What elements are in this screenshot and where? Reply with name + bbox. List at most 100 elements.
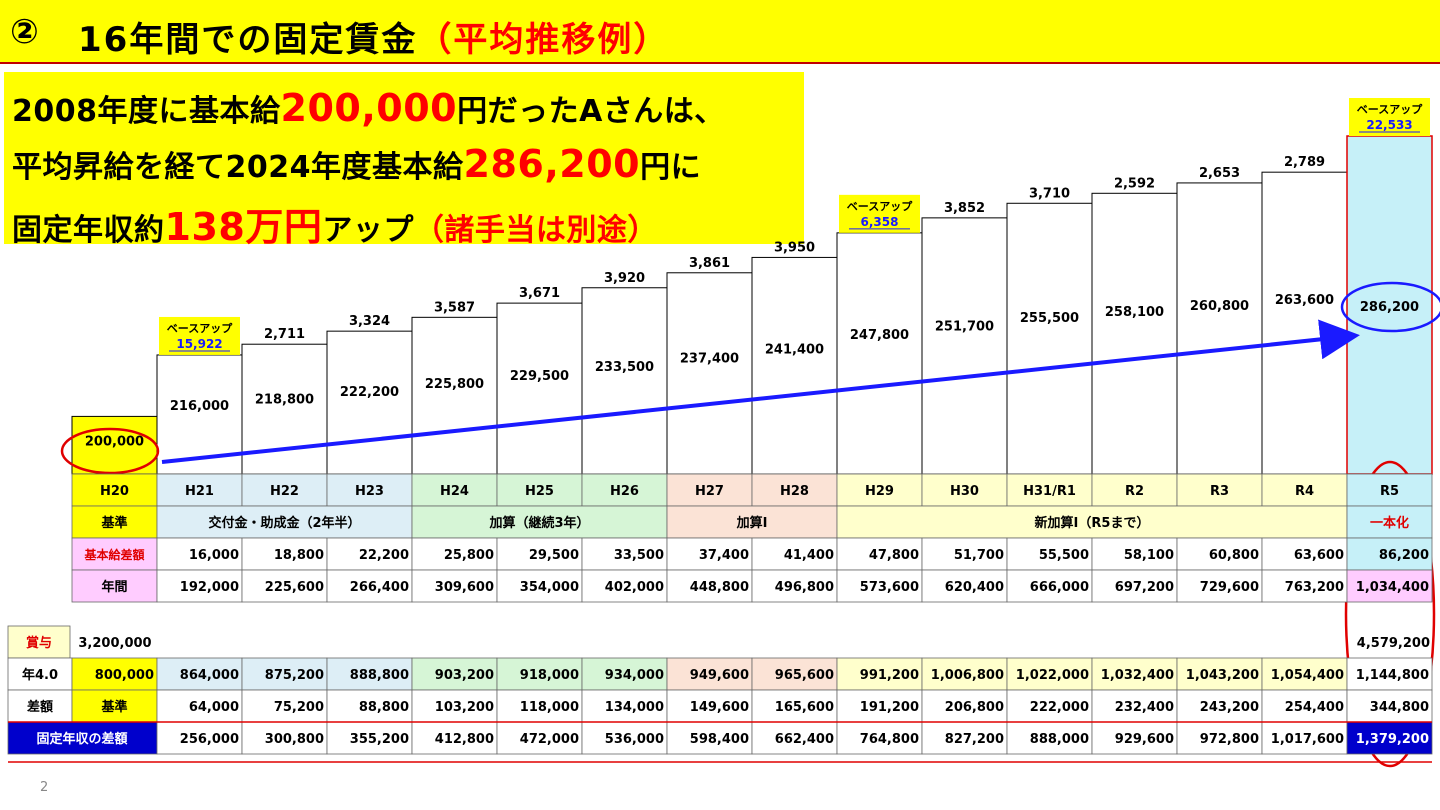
annual-value: 309,600 [435, 580, 494, 595]
year-label: R3 [1210, 484, 1229, 499]
sagaku-value: 232,400 [1115, 700, 1174, 715]
criteria-label: 交付金・助成金（2年半） [208, 515, 360, 531]
annual-cell [156, 569, 243, 603]
fixed-cell [1091, 721, 1178, 755]
sagaku-value: 191,200 [860, 700, 919, 715]
fixed-value: 972,800 [1200, 732, 1259, 747]
year-cell [751, 473, 838, 507]
annual-cell [1346, 569, 1433, 603]
increment-label: 3,861 [689, 256, 730, 271]
diff-cell [1346, 537, 1433, 571]
fixed-value: 598,400 [690, 732, 749, 747]
nen-value: 1,043,200 [1186, 668, 1259, 683]
bar [496, 302, 583, 475]
year-label: R4 [1295, 484, 1314, 499]
fixed-cell [751, 721, 838, 755]
bar [1091, 192, 1178, 475]
increment-label: 3,671 [519, 286, 560, 301]
diff-cell [156, 537, 243, 571]
sagaku-cell [1261, 689, 1348, 723]
diff-value: 18,800 [274, 548, 324, 563]
sagaku-value: 103,200 [435, 700, 494, 715]
bar [326, 330, 413, 475]
diff-cell [496, 537, 583, 571]
summary-text: 2008年度に基本給 [12, 94, 281, 129]
sagaku-value: 75,200 [274, 700, 324, 715]
nen-cell [1261, 657, 1348, 691]
nen-value: 864,000 [180, 668, 239, 683]
annual-cell [71, 569, 158, 603]
nen-value: 934,000 [605, 668, 664, 683]
nen-value: 800,000 [95, 668, 154, 683]
diff-value: 16,000 [189, 548, 239, 563]
fixed-cell [1176, 721, 1263, 755]
nen-label-cell [7, 657, 73, 691]
base-up-label: ベースアップ [1357, 102, 1423, 116]
nen-value: 1,022,000 [1016, 668, 1089, 683]
sagaku-value: 344,800 [1370, 700, 1429, 715]
annual-value: 266,400 [350, 580, 409, 595]
r5-column-circle [1344, 460, 1436, 768]
diff-value: 29,500 [529, 548, 579, 563]
bar-value-label: 286,200 [1360, 300, 1419, 315]
base-up-label: ベースアップ [847, 199, 913, 213]
diff-value: 60,800 [1209, 548, 1259, 563]
annual-cell [241, 569, 328, 603]
diff-cell [921, 537, 1008, 571]
year-label: H24 [440, 484, 469, 499]
year-label: H29 [865, 484, 894, 499]
summary-text: 平均昇給を経て2024年度基本給 [12, 150, 464, 185]
page-number: 2 [40, 780, 49, 795]
nen-cell [751, 657, 838, 691]
year-cell [836, 473, 923, 507]
nen-row-label: 年4.0 [22, 667, 58, 683]
increment-label: 2,789 [1284, 155, 1325, 170]
bonus-start-value: 3,200,000 [78, 636, 151, 651]
bar [1346, 135, 1433, 475]
bar [241, 343, 328, 475]
diff-value: 86,200 [1379, 548, 1429, 563]
annual-value: 192,000 [180, 580, 239, 595]
bar [581, 287, 668, 475]
bar-value-label: 233,500 [595, 360, 654, 375]
increment-label: 2,711 [264, 327, 305, 342]
sagaku-value: 222,000 [1030, 700, 1089, 715]
bonus-label: 賞与 [26, 635, 52, 651]
year-label: H31/R1 [1023, 484, 1076, 499]
fixed-value: 536,000 [605, 732, 664, 747]
diff-value: 58,100 [1124, 548, 1174, 563]
annual-value: 697,200 [1115, 580, 1174, 595]
bar [1261, 171, 1348, 475]
annual-value: 729,600 [1200, 580, 1259, 595]
year-cell [496, 473, 583, 507]
nen-cell [241, 657, 328, 691]
summary-note: （諸手当は別途） [413, 213, 658, 248]
annual-cell [1091, 569, 1178, 603]
diff-cell [1006, 537, 1093, 571]
summary-text: 円だったAさんは、 [457, 94, 725, 129]
year-label: H23 [355, 484, 384, 499]
fixed-value: 256,000 [180, 732, 239, 747]
fixed-value: 300,800 [265, 732, 324, 747]
summary-highlight: 200,000 [280, 86, 458, 130]
annual-value: 448,800 [690, 580, 749, 595]
nen-cell [666, 657, 753, 691]
year-label: R5 [1380, 484, 1399, 499]
bar-value-label: 247,800 [850, 328, 909, 343]
base-up-box [159, 316, 240, 355]
bar-value-label: 251,700 [935, 319, 994, 334]
annual-value: 496,800 [775, 580, 834, 595]
bonus-end-value: 4,579,200 [1357, 636, 1430, 651]
bar-value-label: 263,600 [1275, 293, 1334, 308]
bar [71, 415, 158, 475]
fixed-value: 827,200 [945, 732, 1004, 747]
criteria-cell [156, 505, 413, 539]
increment-label: 3,852 [944, 201, 985, 216]
fixed-cell [1346, 721, 1433, 755]
year-cell [241, 473, 328, 507]
nen-cell [1346, 657, 1433, 691]
bar-value-label: 222,200 [340, 385, 399, 400]
increment-label: 3,710 [1029, 186, 1070, 201]
fixed-cell [921, 721, 1008, 755]
summary-highlight: 138万円 [164, 205, 323, 249]
